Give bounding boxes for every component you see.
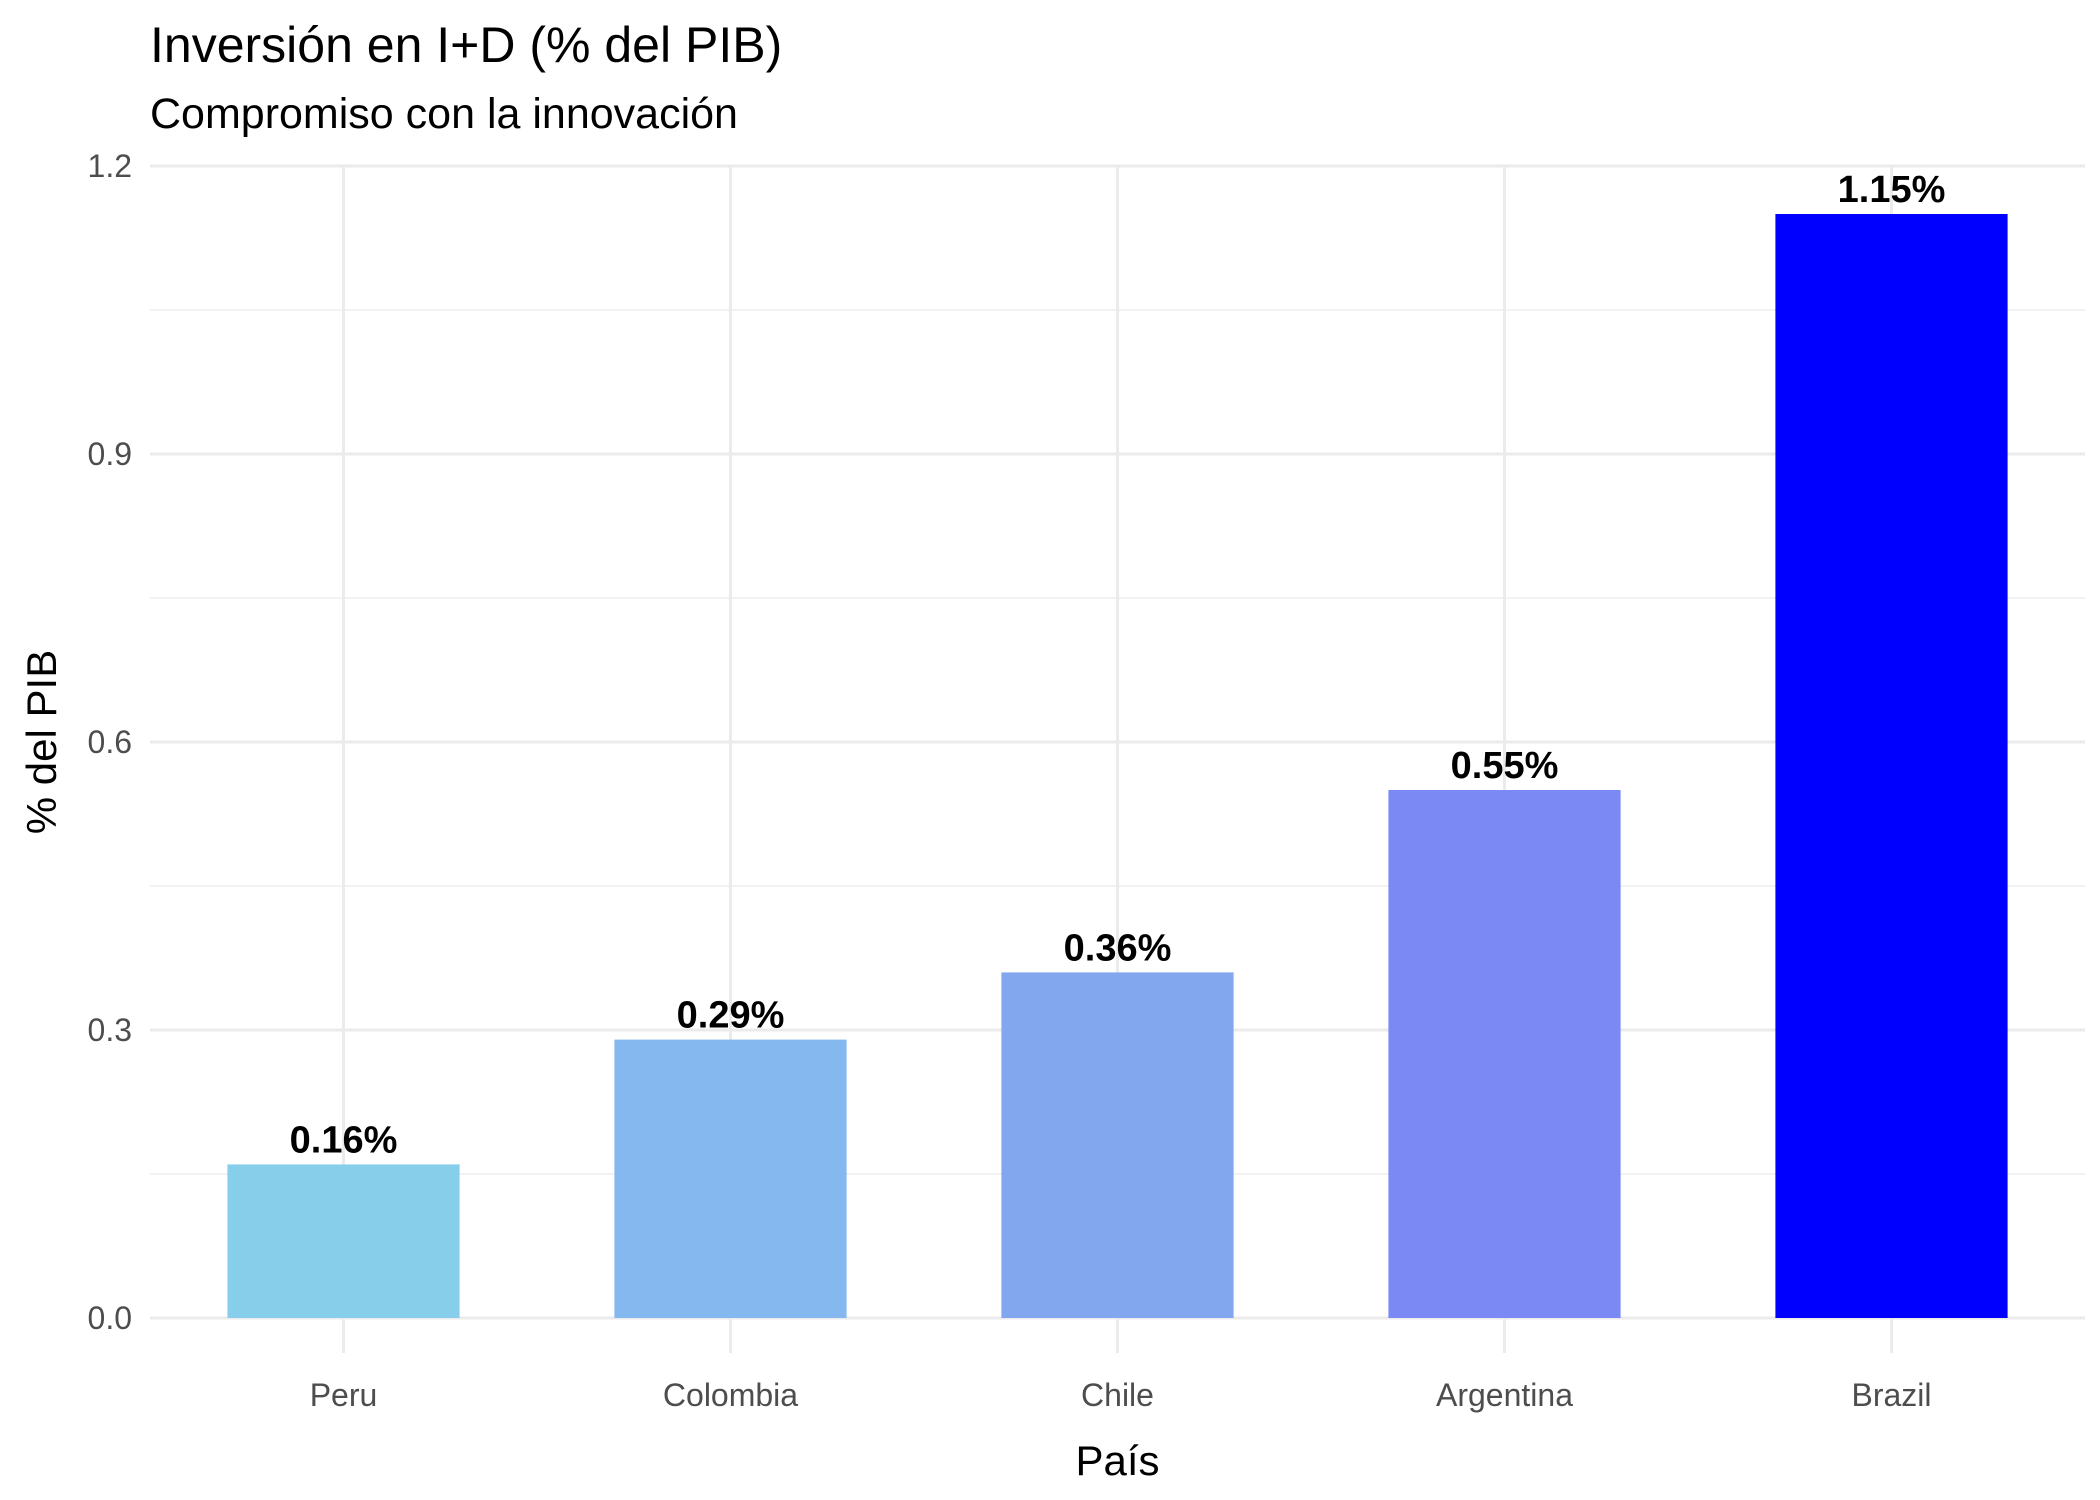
x-tick-label: Colombia	[663, 1377, 798, 1413]
data-label: 1.15%	[1838, 169, 1946, 211]
data-label: 0.36%	[1064, 927, 1172, 969]
y-axis-title: % del PIB	[18, 650, 65, 834]
chart-title: Inversión en I+D (% del PIB)	[150, 17, 783, 73]
y-tick-label: 0.6	[88, 724, 132, 760]
bar-colombia	[614, 1039, 847, 1318]
bar-argentina	[1388, 790, 1621, 1318]
x-tick-label: Chile	[1081, 1377, 1154, 1413]
data-labels: 0.16% 0.29% 0.36% 0.55% 1.15%	[290, 169, 1946, 1161]
bar-brazil	[1775, 214, 2008, 1318]
x-axis-ticks: Peru Colombia Chile Argentina Brazil	[310, 1377, 1932, 1413]
x-tick-label: Brazil	[1851, 1377, 1931, 1413]
y-axis-ticks: 0.0 0.3 0.6 0.9 1.2	[88, 148, 132, 1336]
x-tick-label: Peru	[310, 1377, 378, 1413]
y-tick-label: 0.3	[88, 1012, 132, 1048]
y-tick-label: 0.0	[88, 1300, 132, 1336]
data-label: 0.16%	[290, 1119, 398, 1161]
bar-peru	[227, 1164, 460, 1318]
y-tick-label: 1.2	[88, 148, 132, 184]
x-tick-label: Argentina	[1436, 1377, 1573, 1413]
data-label: 0.55%	[1451, 745, 1559, 787]
data-label: 0.29%	[677, 995, 785, 1037]
x-axis-title: País	[1075, 1437, 1159, 1484]
y-tick-label: 0.9	[88, 436, 132, 472]
bar-chile	[1001, 972, 1234, 1318]
chart-subtitle: Compromiso con la innovación	[150, 90, 738, 138]
grid-lines	[150, 164, 2085, 1353]
bars	[227, 214, 2008, 1318]
